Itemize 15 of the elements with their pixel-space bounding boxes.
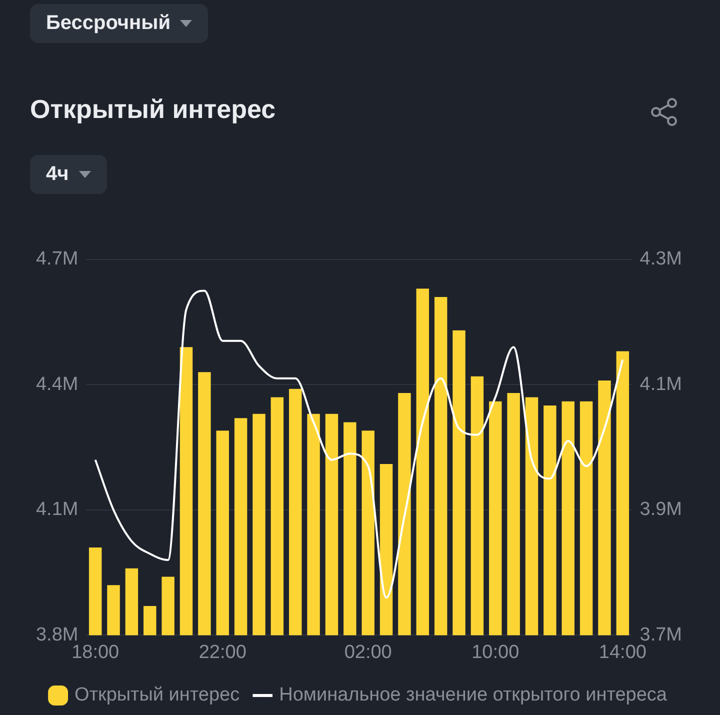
y2-tick-label: 4.3M <box>640 248 682 270</box>
y-tick-label: 4.4M <box>36 374 78 395</box>
legend-label: Открытый интерес <box>74 684 240 706</box>
chart-title: Открытый интерес <box>30 94 276 125</box>
x-tick-label: 22:00 <box>198 642 246 663</box>
x-tick-label: 02:00 <box>344 642 392 663</box>
line-series <box>94 290 624 599</box>
text: Бессрочный <box>46 12 170 35</box>
y2-tick-label: 3.9M <box>640 499 682 520</box>
legend-label: Номинальное значение открытого интереса <box>279 684 668 706</box>
text: 4ч <box>46 163 69 186</box>
x-tick-label: 10:00 <box>472 642 520 663</box>
y2-tick-label: 4.1M <box>640 374 682 395</box>
y-tick-label: 4.7M <box>36 248 78 270</box>
y-tick-label: 4.1M <box>36 499 78 520</box>
